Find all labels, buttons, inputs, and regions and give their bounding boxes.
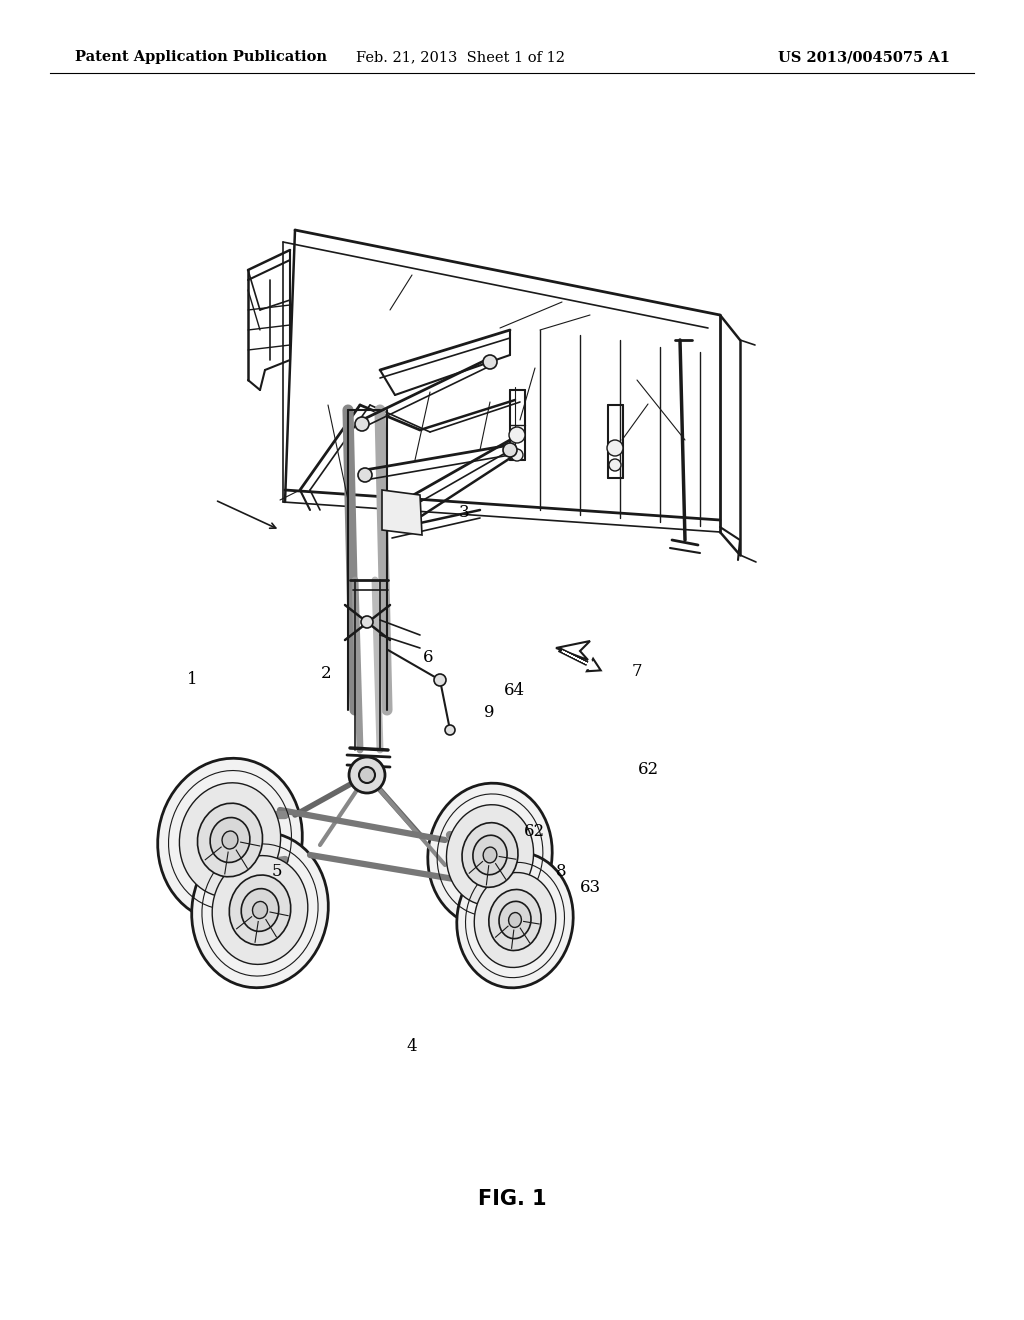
Text: 2: 2 xyxy=(321,665,331,681)
Text: US 2013/0045075 A1: US 2013/0045075 A1 xyxy=(778,50,950,65)
Text: 4: 4 xyxy=(407,1039,417,1055)
Circle shape xyxy=(445,725,455,735)
Circle shape xyxy=(359,767,375,783)
Ellipse shape xyxy=(446,805,534,906)
Ellipse shape xyxy=(474,873,556,968)
Ellipse shape xyxy=(509,912,521,928)
Text: 62: 62 xyxy=(638,762,658,777)
Circle shape xyxy=(355,417,369,432)
Circle shape xyxy=(483,355,497,370)
Circle shape xyxy=(609,459,621,471)
Text: 6: 6 xyxy=(423,649,433,665)
Ellipse shape xyxy=(229,875,291,945)
Ellipse shape xyxy=(212,855,308,965)
Text: 8: 8 xyxy=(556,863,566,879)
Ellipse shape xyxy=(222,832,238,849)
Text: 9: 9 xyxy=(484,705,495,721)
Ellipse shape xyxy=(191,833,329,987)
Ellipse shape xyxy=(428,783,552,927)
Text: 63: 63 xyxy=(581,879,601,895)
Ellipse shape xyxy=(158,758,302,921)
Text: 7: 7 xyxy=(632,664,642,680)
Ellipse shape xyxy=(210,817,250,862)
Circle shape xyxy=(511,449,523,461)
Text: 1: 1 xyxy=(187,672,198,688)
Circle shape xyxy=(503,444,517,457)
Ellipse shape xyxy=(179,783,281,898)
Text: 5: 5 xyxy=(271,863,282,879)
FancyArrow shape xyxy=(562,651,597,668)
Ellipse shape xyxy=(253,902,267,919)
Circle shape xyxy=(349,756,385,793)
Ellipse shape xyxy=(473,836,507,875)
Ellipse shape xyxy=(242,888,279,932)
Circle shape xyxy=(509,426,525,444)
Polygon shape xyxy=(382,490,422,535)
Text: 62: 62 xyxy=(524,824,545,840)
Circle shape xyxy=(607,440,623,455)
Text: 64: 64 xyxy=(504,682,524,698)
Circle shape xyxy=(361,616,373,628)
Circle shape xyxy=(358,469,372,482)
Text: FIG. 1: FIG. 1 xyxy=(477,1188,547,1209)
Text: Feb. 21, 2013  Sheet 1 of 12: Feb. 21, 2013 Sheet 1 of 12 xyxy=(355,50,564,65)
Ellipse shape xyxy=(499,902,531,939)
Ellipse shape xyxy=(457,853,573,987)
Circle shape xyxy=(434,675,446,686)
Ellipse shape xyxy=(198,804,262,876)
Text: 3: 3 xyxy=(459,504,469,520)
Ellipse shape xyxy=(483,847,497,863)
Ellipse shape xyxy=(462,822,518,887)
Ellipse shape xyxy=(488,890,542,950)
Text: Patent Application Publication: Patent Application Publication xyxy=(75,50,327,65)
